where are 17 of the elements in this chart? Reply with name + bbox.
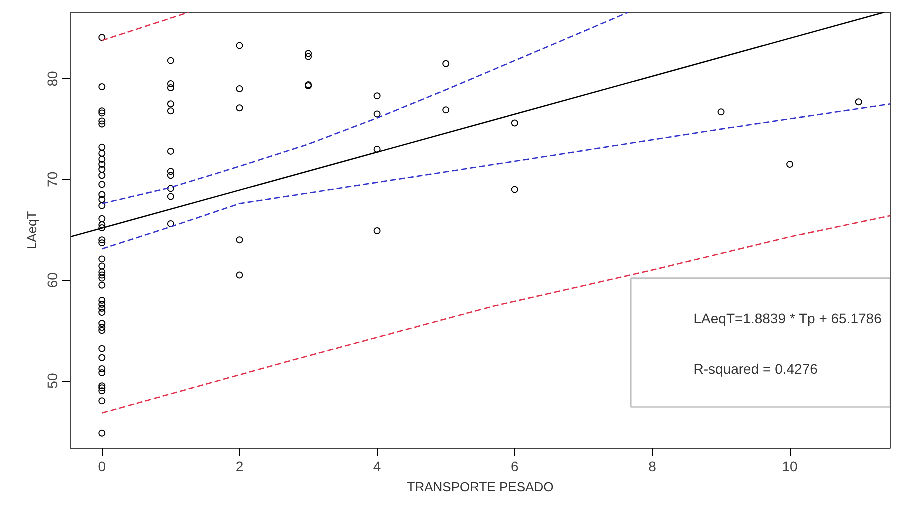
x-tick-label: 2 <box>236 458 244 474</box>
annotation: R-squared = 0.4276 <box>694 360 818 377</box>
x-axis-title: TRANSPORTE PESADO <box>407 480 554 494</box>
line-series <box>101 103 890 250</box>
line-series <box>101 12 630 204</box>
x-tick-label: 0 <box>98 458 106 474</box>
y-tick-label: 70 <box>44 172 60 188</box>
y-tick-label: 80 <box>44 70 60 87</box>
x-tick-label: 4 <box>373 458 382 474</box>
annotation: LAeqT=1.8839 * Tp + 65.1786 <box>694 310 882 327</box>
y-tick-label: 50 <box>44 373 60 389</box>
y-axis-title: LAeqT <box>24 211 40 250</box>
x-tick-label: 8 <box>648 458 657 474</box>
x-tick-label: 10 <box>782 458 798 474</box>
line-series <box>101 215 890 414</box>
x-tick-label: 6 <box>511 458 520 474</box>
y-tick-label: 60 <box>44 272 60 288</box>
